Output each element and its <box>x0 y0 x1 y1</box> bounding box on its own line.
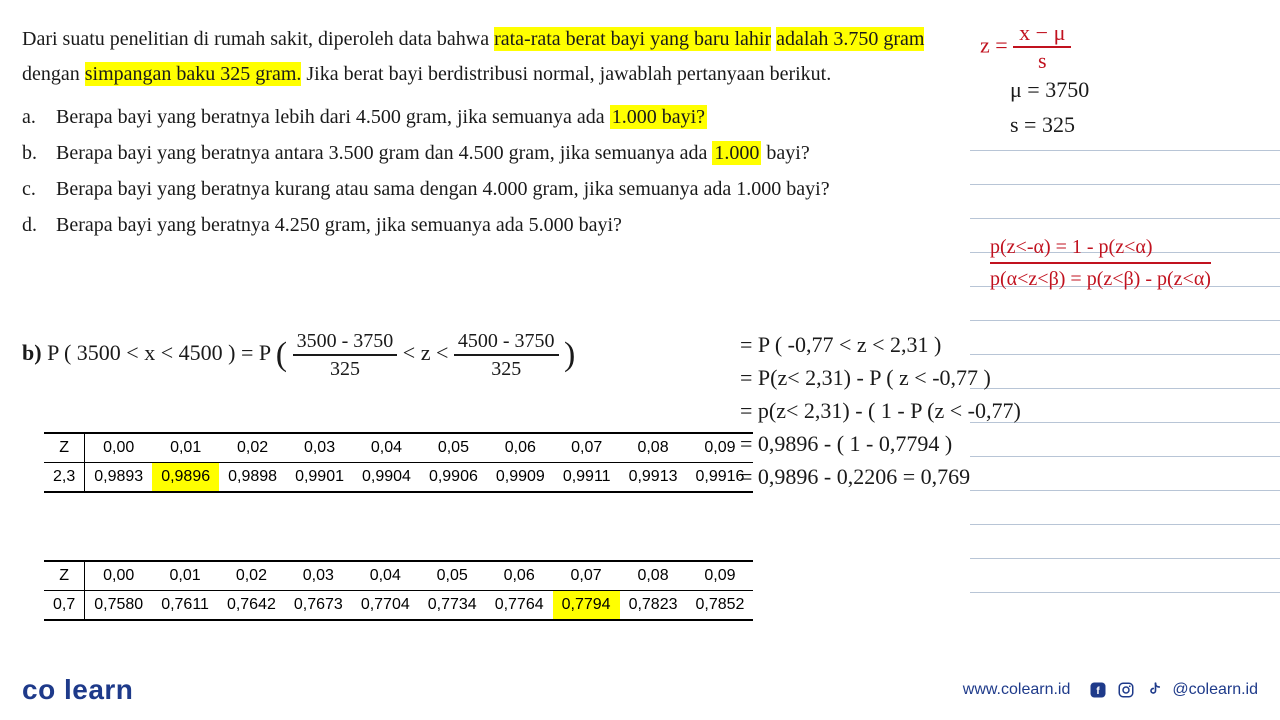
z-table-header-cell: 0,01 <box>152 433 219 463</box>
z-table-header-cell: 0,09 <box>687 433 754 463</box>
z-table-header-cell: 0,00 <box>85 561 152 591</box>
z-table-cell: 0,9896 <box>152 463 219 493</box>
calc-line-1: = P ( -0,77 < z < 2,31 ) <box>740 328 1021 361</box>
highlight-mean-phrase: rata-rata berat bayi yang baru lahir <box>494 27 771 51</box>
social-icons: f @colearn.id <box>1088 680 1258 700</box>
z-table-cell: 0,7611 <box>152 591 218 621</box>
z-table-header-cell: 0,08 <box>620 561 687 591</box>
z-table-row-label: 0,7 <box>44 591 85 621</box>
z-table-cell: 0,7673 <box>285 591 352 621</box>
z-table-header-cell: 0,05 <box>420 433 487 463</box>
z-table-cell: 0,9901 <box>286 463 353 493</box>
z-table-cell: 0,9906 <box>420 463 487 493</box>
z-table-cell: 0,9911 <box>554 463 620 493</box>
question-c: c. Berapa bayi yang beratnya kurang atau… <box>22 172 962 206</box>
z-table-header-cell: 0,05 <box>419 561 486 591</box>
z-table-cell: 0,9904 <box>353 463 420 493</box>
z-table-header-cell: 0,02 <box>218 561 285 591</box>
z-table-cell: 0,7642 <box>218 591 285 621</box>
question-a: a. Berapa bayi yang beratnya lebih dari … <box>22 100 962 134</box>
footer: co learn www.colearn.id f @colearn.id <box>22 674 1258 706</box>
parameters: μ = 3750 s = 325 <box>1010 72 1089 142</box>
z-table-header-cell: 0,06 <box>487 433 554 463</box>
z-table-header-cell: Z <box>44 433 85 463</box>
calc-line-5: = 0,9896 - 0,2206 = 0,769 <box>740 460 1021 493</box>
z-table-row-label: 2,3 <box>44 463 85 493</box>
z-table-header-cell: Z <box>44 561 85 591</box>
z-table-header-cell: 0,00 <box>85 433 152 463</box>
z-formula: z = x − μ s <box>980 20 1071 75</box>
intro-pre: Dari suatu penelitian di rumah sakit, di… <box>22 28 494 50</box>
calc-line-2: = P(z< 2,31) - P ( z < -0,77 ) <box>740 361 1021 394</box>
z-table-header-cell: 0,06 <box>486 561 553 591</box>
intro-post: Jika berat bayi berdistribusi normal, ja… <box>301 63 831 85</box>
question-b: b. Berapa bayi yang beratnya antara 3.50… <box>22 136 962 170</box>
footer-url: www.colearn.id <box>963 681 1071 699</box>
z-table-header-cell: 0,07 <box>554 433 620 463</box>
rule-1: p(z<-α) = 1 - p(z<α) <box>990 232 1211 264</box>
z-table-header-cell: 0,02 <box>219 433 286 463</box>
highlight-1000-b: 1.000 <box>712 141 761 165</box>
z-table-cell: 0,9913 <box>620 463 687 493</box>
highlight-1000-bayi-a: 1.000 bayi? <box>610 105 707 129</box>
z-table-2: Z0,000,010,020,030,040,050,060,070,080,0… <box>44 560 753 621</box>
facebook-icon: f <box>1088 680 1108 700</box>
highlight-mean-value: adalah 3.750 gram <box>776 27 924 51</box>
z-table-header-cell: 0,01 <box>152 561 218 591</box>
z-table-header-cell: 0,03 <box>285 561 352 591</box>
z-table-header-cell: 0,09 <box>687 561 754 591</box>
z-table-cell: 0,9898 <box>219 463 286 493</box>
z-table-cell: 0,9893 <box>85 463 152 493</box>
z-table-cell: 0,9916 <box>687 463 754 493</box>
z-table-cell: 0,7704 <box>352 591 419 621</box>
z-table-cell: 0,7823 <box>620 591 687 621</box>
question-d: d. Berapa bayi yang beratnya 4.250 gram,… <box>22 208 962 242</box>
probability-rules: p(z<-α) = 1 - p(z<α) p(α<z<β) = p(z<β) -… <box>990 232 1211 294</box>
z-table-cell: 0,7852 <box>687 591 754 621</box>
mu-value: μ = 3750 <box>1010 72 1089 107</box>
z-table-1: Z0,000,010,020,030,040,050,060,070,080,0… <box>44 432 753 493</box>
calculation-lines: = P ( -0,77 < z < 2,31 ) = P(z< 2,31) - … <box>740 328 1021 493</box>
z-table-header-cell: 0,08 <box>620 433 687 463</box>
z-table-cell: 0,7764 <box>486 591 553 621</box>
s-value: s = 325 <box>1010 107 1089 142</box>
calc-line-4: = 0,9896 - ( 1 - 0,7794 ) <box>740 427 1021 460</box>
instagram-icon <box>1116 680 1136 700</box>
problem-statement: Dari suatu penelitian di rumah sakit, di… <box>22 22 962 92</box>
z-table-cell: 0,7580 <box>85 591 152 621</box>
work-part-b: b) P ( 3500 < x < 4500 ) = P ( 3500 - 37… <box>22 328 722 382</box>
logo: co learn <box>22 674 133 706</box>
z-table-header-cell: 0,03 <box>286 433 353 463</box>
highlight-stddev: simpangan baku 325 gram. <box>85 62 302 86</box>
tiktok-icon <box>1144 680 1164 700</box>
z-table-header-cell: 0,04 <box>352 561 419 591</box>
z-table-cell: 0,7734 <box>419 591 486 621</box>
rule-2: p(α<z<β) = p(z<β) - p(z<α) <box>990 264 1211 294</box>
z-table-cell: 0,9909 <box>487 463 554 493</box>
footer-handle: @colearn.id <box>1172 681 1258 699</box>
footer-right: www.colearn.id f @colearn.id <box>963 680 1258 700</box>
question-list: a. Berapa bayi yang beratnya lebih dari … <box>22 100 962 242</box>
z-table-cell: 0,7794 <box>553 591 620 621</box>
svg-text:f: f <box>1097 685 1101 697</box>
z-table-header-cell: 0,07 <box>553 561 620 591</box>
calc-line-3: = p(z< 2,31) - ( 1 - P (z < -0,77) <box>740 394 1021 427</box>
z-table-header-cell: 0,04 <box>353 433 420 463</box>
